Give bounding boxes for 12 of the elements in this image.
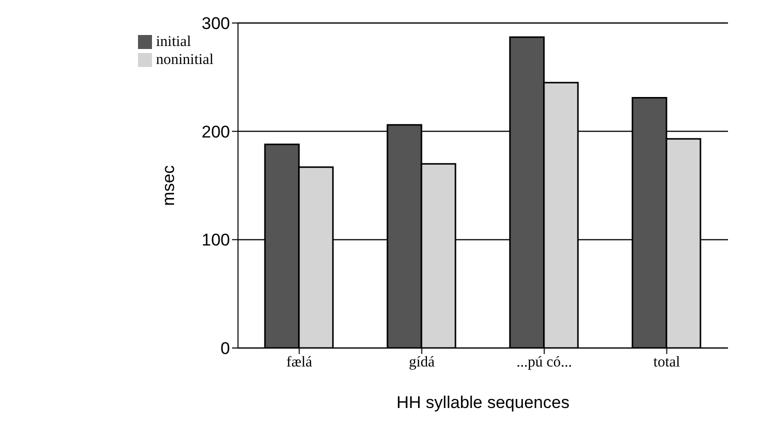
y-tick-label: 300 xyxy=(202,14,230,34)
x-axis-title: HH syllable sequences xyxy=(396,393,570,412)
y-tick-label: 100 xyxy=(202,230,230,250)
x-tick-label: gídá xyxy=(408,354,436,371)
x-tick-label: ...pú có... xyxy=(516,354,572,371)
y-tick-label: 200 xyxy=(202,122,230,142)
legend-label: initial xyxy=(156,34,191,50)
x-tick-label: total xyxy=(653,354,680,371)
legend-label: noninitial xyxy=(156,52,214,68)
y-axis-title: msec xyxy=(159,164,178,206)
x-tick-label: fælá xyxy=(286,354,313,371)
y-tick-label: 0 xyxy=(220,339,230,358)
